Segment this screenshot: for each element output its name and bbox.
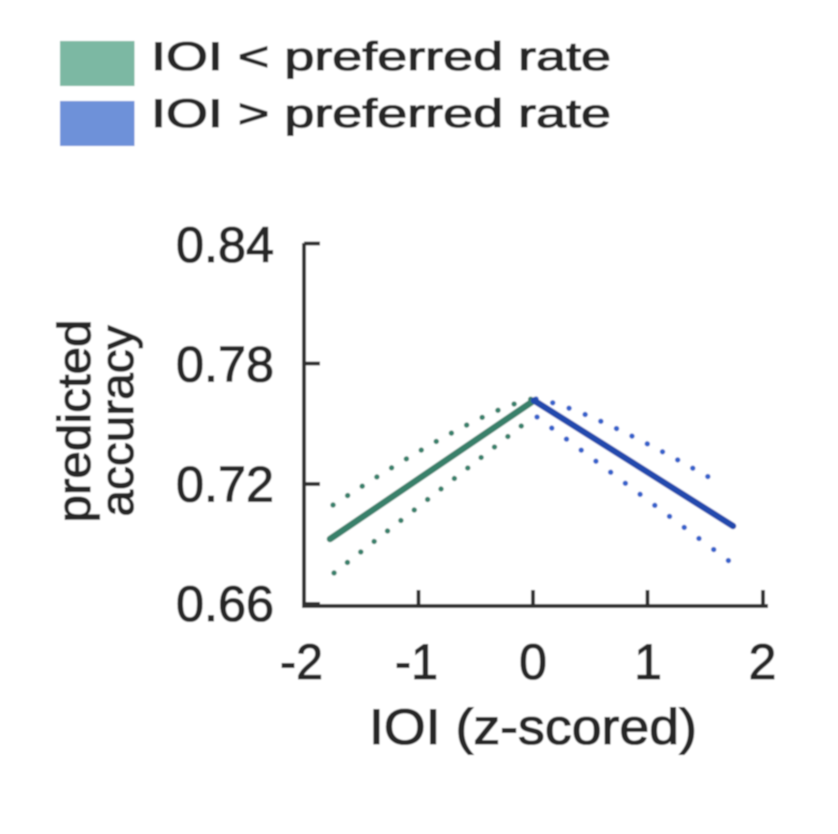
svg-text:0: 0	[519, 634, 547, 690]
svg-text:0.78: 0.78	[176, 337, 274, 393]
svg-text:-1: -1	[395, 634, 438, 690]
svg-text:2: 2	[749, 634, 777, 690]
svg-text:0.84: 0.84	[176, 217, 274, 273]
svg-text:accuracy: accuracy	[91, 326, 143, 517]
svg-text:IOI > preferred rate: IOI > preferred rate	[151, 92, 611, 136]
svg-text:0.66: 0.66	[176, 576, 274, 632]
svg-text:-2: -2	[280, 634, 323, 690]
svg-text:IOI < preferred rate: IOI < preferred rate	[151, 35, 611, 79]
svg-text:0.72: 0.72	[176, 457, 274, 513]
svg-text:IOI (z-scored): IOI (z-scored)	[369, 699, 697, 755]
svg-text:1: 1	[634, 634, 662, 690]
svg-text:predicted: predicted	[48, 320, 100, 523]
